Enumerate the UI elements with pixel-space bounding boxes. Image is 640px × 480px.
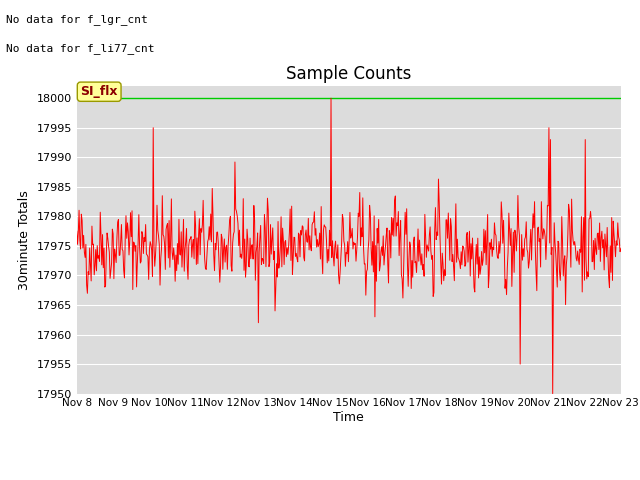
Title: Sample Counts: Sample Counts — [286, 65, 412, 84]
Text: No data for f_li77_cnt: No data for f_li77_cnt — [6, 43, 155, 54]
Text: SI_flx: SI_flx — [81, 85, 118, 98]
X-axis label: Time: Time — [333, 411, 364, 424]
Y-axis label: 30minute Totals: 30minute Totals — [18, 190, 31, 290]
Text: No data for f_lgr_cnt: No data for f_lgr_cnt — [6, 14, 148, 25]
